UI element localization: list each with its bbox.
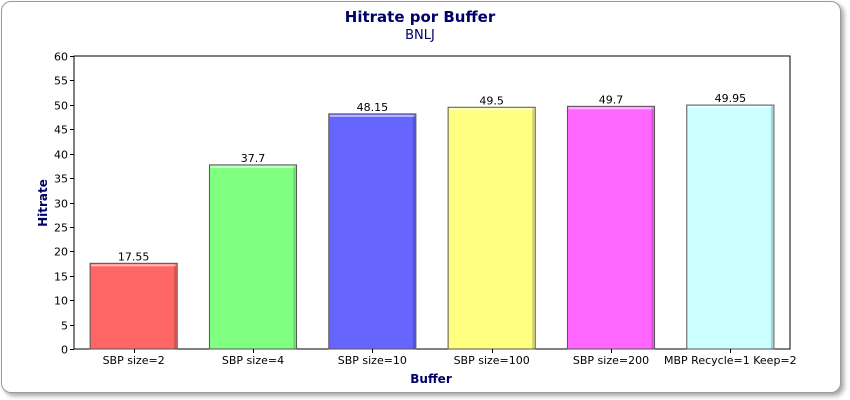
bar-highlight [210, 165, 296, 168]
y-axis-title: Hitrate [36, 179, 50, 227]
bar-value-label: 49.7 [599, 93, 624, 106]
y-tick-label: 10 [54, 295, 68, 308]
bar-rect [686, 104, 775, 350]
x-tick-label: MBP Recycle=1 Keep=2 [664, 354, 797, 367]
bar [89, 262, 178, 350]
bar-rect [89, 262, 178, 350]
y-tick-label: 15 [54, 271, 68, 284]
y-tick-label: 45 [54, 124, 68, 137]
y-tick-label: 55 [54, 75, 68, 88]
bar [208, 164, 298, 350]
y-tick-label: 0 [61, 344, 68, 357]
x-tick-label: SBP size=10 [338, 354, 407, 367]
bar-rect [566, 105, 656, 350]
bar-value-label: 48.15 [357, 101, 389, 114]
bar-rect [208, 164, 298, 350]
bar [566, 105, 656, 350]
bar-rect [447, 106, 536, 350]
bar-highlight [91, 264, 177, 267]
bar-highlight [449, 108, 535, 111]
chart-subtitle: BNLJ [405, 28, 435, 43]
bar-shade [293, 165, 296, 349]
bar-highlight [568, 107, 654, 110]
y-tick-label: 20 [54, 246, 68, 259]
y-tick-label: 60 [54, 51, 68, 64]
y-tick-label: 35 [54, 173, 68, 186]
y-tick-label: 30 [54, 198, 68, 211]
y-tick-label: 40 [54, 149, 68, 162]
x-axis-title: Buffer [410, 372, 452, 386]
bar-shade [651, 107, 654, 349]
bar [686, 104, 775, 350]
x-tick-label: SBP size=4 [222, 354, 284, 367]
bar-highlight [687, 106, 773, 109]
bar-shade [174, 264, 177, 349]
bar-shade [770, 106, 773, 349]
bar-shade [412, 114, 415, 350]
bar-value-label: 49.5 [479, 94, 504, 107]
x-tick-label: SBP size=200 [573, 354, 649, 367]
y-tick-label: 5 [61, 320, 68, 333]
bar [328, 113, 417, 350]
y-tick-label: 50 [54, 100, 68, 113]
bar-shade [532, 108, 535, 350]
bar-value-label: 37.7 [241, 152, 266, 165]
x-tick-label: SBP size=100 [454, 354, 530, 367]
bar-value-label: 49.95 [715, 92, 747, 105]
plot-border [73, 55, 791, 350]
bar-value-label: 17.55 [118, 250, 150, 263]
bar [447, 106, 536, 350]
bar-rect [328, 113, 417, 350]
y-tick-label: 25 [54, 222, 68, 235]
chart-title: Hitrate por Buffer [345, 8, 496, 26]
x-tick-label: SBP size=2 [103, 354, 165, 367]
plot-area: 0 5 10 15 20 25 30 35 40 45 50 55 60 17.55 SBP size=2 3… [54, 51, 797, 368]
bar-highlight [329, 114, 415, 117]
